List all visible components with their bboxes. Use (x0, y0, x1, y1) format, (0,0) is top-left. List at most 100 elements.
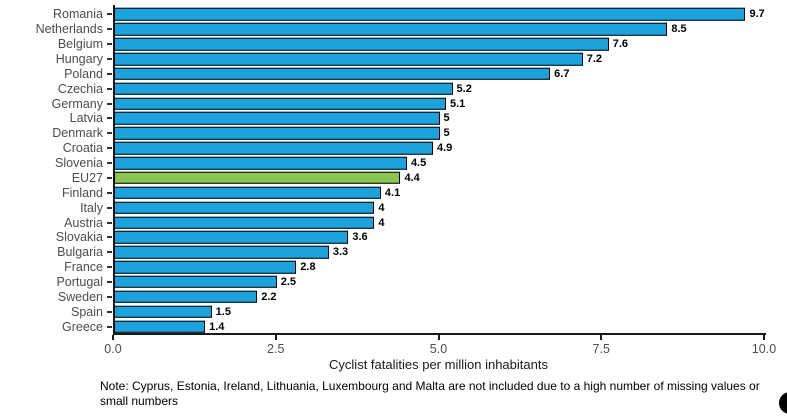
value-label: 1.5 (215, 305, 231, 318)
bar (114, 216, 375, 229)
category-label: EU27 (71, 170, 103, 185)
chart-row: Finland 4.1 (0, 185, 787, 200)
y-axis-tick (107, 236, 112, 239)
x-tick-label: 2.5 (267, 342, 285, 356)
bar (114, 186, 381, 200)
value-label: 4.4 (404, 171, 420, 184)
bar (114, 156, 407, 170)
chart-row: France 2.8 (0, 260, 787, 275)
value-label: 5.1 (450, 97, 466, 110)
x-axis-tick (112, 335, 114, 340)
chart-row: Belgium 7.6 (0, 37, 787, 52)
y-axis-tick (107, 295, 112, 298)
chart-row: Slovakia 3.6 (0, 230, 787, 245)
value-label: 5.2 (456, 82, 472, 95)
bar (114, 23, 668, 36)
note-text: Note: Cyprus, Estonia, Ireland, Lithuani… (100, 379, 760, 408)
chart-row: Greece 1.4 (0, 319, 787, 334)
chart-row: Sweden 2.2 (0, 289, 787, 304)
category-label: Czechia (57, 81, 103, 96)
chart-row: Portugal 2.5 (0, 275, 787, 290)
value-label: 4.9 (436, 142, 453, 155)
category-label: Slovenia (55, 156, 103, 171)
y-axis-tick (107, 58, 112, 60)
y-axis-tick (107, 13, 112, 16)
bar (114, 231, 349, 244)
y-axis-tick (107, 191, 112, 194)
chart-row: Bulgaria 3.3 (0, 245, 787, 260)
x-axis-title: Cyclist fatalities per million inhabitan… (329, 357, 548, 372)
plot-area (113, 5, 766, 335)
value-label: 7.2 (586, 53, 603, 65)
chart-row: Poland 6.7 (0, 66, 787, 81)
chart-row: Czechia 5.2 (0, 81, 787, 96)
category-label: Romania (52, 7, 103, 22)
category-label: Latvia (69, 111, 103, 126)
value-label: 1.4 (209, 320, 225, 333)
bar (114, 201, 375, 214)
value-label: 3.3 (332, 246, 349, 259)
chart-row: Denmark 5 (0, 126, 787, 141)
y-axis-tick (107, 221, 112, 224)
value-label: 2.5 (280, 275, 297, 288)
category-label: Denmark (52, 126, 103, 141)
bar (114, 245, 329, 259)
chart-row: Latvia 5 (0, 111, 787, 126)
black-dot (779, 392, 787, 414)
x-tick-label: 7.5 (592, 342, 610, 356)
y-axis-tick (107, 176, 112, 179)
x-axis-tick (763, 335, 765, 340)
y-axis-tick (107, 280, 112, 283)
y-axis-tick (107, 310, 112, 313)
category-label: Poland (64, 66, 103, 81)
chart-row: Croatia 4.9 (0, 141, 787, 156)
value-label: 5 (443, 127, 450, 140)
chart-row: Romania 9.7 (0, 7, 787, 22)
bar (114, 8, 746, 21)
category-label: Bulgaria (57, 245, 103, 260)
y-axis-tick (107, 251, 112, 254)
y-axis-tick (107, 87, 112, 90)
category-label: Austria (64, 215, 103, 230)
y-axis-tick (107, 28, 112, 31)
value-label: 4.5 (410, 157, 427, 170)
value-label: 2.8 (300, 261, 316, 274)
bar (114, 275, 277, 289)
chart-row: Spain 1.5 (0, 304, 787, 319)
x-tick-label: 5.0 (429, 342, 448, 356)
x-axis-tick (274, 335, 277, 340)
bar (114, 37, 609, 51)
chart-row: Slovenia 4.5 (0, 156, 787, 171)
category-label: Croatia (62, 141, 103, 156)
category-label: Hungary (55, 52, 103, 66)
value-label: 3.6 (352, 231, 368, 244)
category-label: Spain (71, 304, 103, 319)
category-label: Finland (62, 185, 103, 200)
bar (114, 290, 258, 304)
bar (114, 52, 583, 66)
value-label: 4 (378, 216, 385, 229)
chart-row: Italy 4 (0, 200, 787, 215)
bar (114, 141, 433, 155)
x-tick-label: 0.0 (104, 342, 122, 356)
value-label: 8.5 (671, 23, 687, 36)
chart-row: EU27 4.4 (0, 171, 787, 186)
category-label: France (64, 260, 103, 275)
category-label: Belgium (57, 37, 103, 52)
bar (114, 127, 440, 140)
bar (114, 305, 212, 318)
bar (114, 320, 206, 333)
value-label: 4.1 (384, 186, 401, 199)
category-label: Slovakia (55, 230, 103, 245)
chart-row: Netherlands 8.5 (0, 22, 787, 37)
y-axis-tick (107, 147, 112, 150)
value-label: 6.7 (554, 67, 570, 80)
value-label: 9.7 (749, 8, 765, 21)
category-label: Portugal (56, 274, 103, 289)
y-axis-tick (107, 162, 112, 165)
category-label: Greece (62, 319, 103, 334)
y-axis-tick (107, 72, 112, 75)
bar (114, 97, 446, 110)
bar (114, 260, 297, 274)
